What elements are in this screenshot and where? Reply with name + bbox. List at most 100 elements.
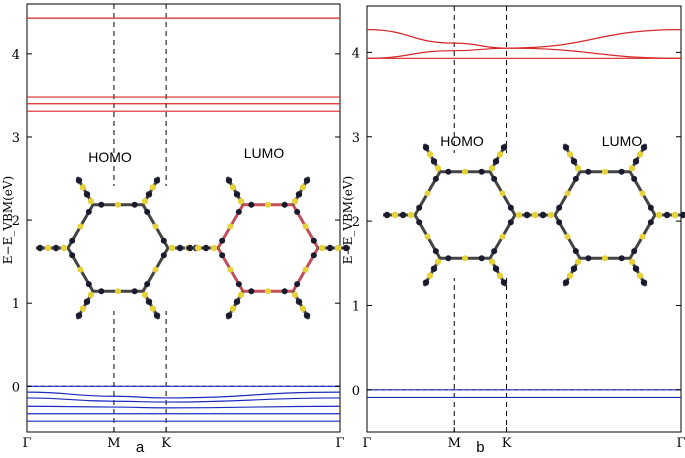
- orbital-lobe: [98, 288, 105, 295]
- orbital-lobe: [574, 165, 582, 172]
- orbital-lobe: [488, 165, 496, 172]
- orbital-lobe: [310, 237, 317, 244]
- orbital-lobe: [572, 175, 579, 182]
- orbital-lobe: [416, 204, 423, 211]
- orbital-lobe: [399, 211, 407, 219]
- y-tick-label: 0: [12, 380, 20, 395]
- orbital-lobe: [432, 248, 439, 255]
- orbital-lobe: [632, 265, 640, 272]
- orbital-lobe: [144, 281, 151, 288]
- orbital-lobe: [426, 272, 434, 279]
- orbital-lobe: [176, 244, 184, 252]
- orbital-lobe: [145, 191, 153, 198]
- lumo-orbital-picture: [186, 176, 350, 320]
- orbital-lobe: [422, 144, 430, 151]
- orbital-lobe: [430, 265, 438, 272]
- orbital-lobe: [631, 248, 638, 255]
- y-tick-label: 3: [12, 131, 20, 146]
- orbital-lobe: [462, 255, 468, 262]
- orbital-lobe: [235, 281, 242, 288]
- orbital-lobe: [434, 258, 442, 265]
- orbital-lobe: [75, 177, 83, 184]
- orbital-lobe: [115, 288, 121, 295]
- orbital-lobe: [235, 208, 242, 215]
- y-tick-label: 4: [12, 48, 20, 63]
- orbital-lobe: [416, 219, 423, 226]
- orbital-lobe: [566, 272, 574, 279]
- orbital-lobe: [628, 258, 636, 265]
- orbital-lobe: [342, 244, 350, 252]
- orbital-lobe: [434, 165, 442, 172]
- orbital-lobe: [499, 190, 506, 197]
- orbital-lobe: [281, 288, 288, 295]
- orbital-lobe: [515, 211, 523, 219]
- orbital-lobe: [523, 211, 531, 219]
- orbital-lobe: [79, 305, 87, 312]
- x-tick-label: Γ: [362, 436, 371, 451]
- orbital-lobe: [602, 255, 608, 262]
- orbital-lobe: [492, 158, 500, 165]
- orbital-lobe: [291, 198, 299, 205]
- orbital-lobe: [145, 298, 153, 305]
- orbital-lobe: [131, 288, 138, 295]
- orbital-lobe: [391, 211, 399, 219]
- orbital-lobe: [77, 223, 84, 230]
- orbital-lobe: [663, 211, 671, 219]
- orbital-lobe: [640, 279, 648, 286]
- orbital-lobe: [52, 244, 60, 252]
- x-tick-label: M: [107, 436, 120, 451]
- orbital-lobe: [60, 244, 68, 252]
- orbital-lobe: [500, 144, 508, 151]
- orbital-lobe: [507, 204, 514, 211]
- orbital-lobe: [83, 298, 91, 305]
- valence-band-line: [26, 397, 341, 403]
- x-tick-label: K: [161, 436, 171, 451]
- orbital-lobe: [225, 312, 233, 319]
- orbital-lobe: [229, 184, 237, 191]
- orbital-lobe: [631, 175, 638, 182]
- orbital-lobe: [556, 219, 563, 226]
- orbital-lobe: [640, 144, 648, 151]
- orbital-lobe: [87, 198, 95, 205]
- x-tick-label: Γ: [22, 436, 31, 451]
- orbital-lobe: [141, 198, 149, 205]
- orbital-lobe: [77, 266, 84, 273]
- orbital-lobe: [310, 252, 317, 259]
- orbital-lobe: [233, 191, 241, 198]
- orbital-lobe: [295, 298, 303, 305]
- orbital-lobe: [647, 204, 654, 211]
- orbital-lobe: [83, 191, 91, 198]
- orbital-lobe: [618, 168, 625, 175]
- valence-band-line: [26, 391, 341, 399]
- orbital-lobe: [227, 223, 234, 230]
- lumo-label: LUMO: [602, 133, 643, 149]
- orbital-lobe: [491, 175, 498, 182]
- orbital-lobe: [265, 201, 271, 208]
- orbital-lobe: [229, 305, 237, 312]
- orbital-lobe: [44, 244, 52, 252]
- orbital-lobe: [152, 223, 159, 230]
- y-tick-label: 2: [12, 214, 20, 229]
- orbital-lobe: [98, 201, 105, 208]
- orbital-lobe: [210, 244, 218, 252]
- orbital-lobe: [531, 211, 539, 219]
- orbital-lobe: [496, 151, 504, 158]
- orbital-lobe: [564, 233, 571, 240]
- orbital-lobe: [496, 272, 504, 279]
- orbital-lobe: [294, 281, 301, 288]
- orbital-lobe: [202, 244, 210, 252]
- orbital-lobe: [69, 237, 76, 244]
- orbital-lobe: [492, 265, 500, 272]
- orbital-lobe: [69, 252, 76, 259]
- orbital-lobe: [574, 258, 582, 265]
- orbital-lobe: [326, 244, 334, 252]
- y-tick-label: 4: [352, 46, 360, 61]
- homo-label: HOMO: [88, 149, 132, 165]
- orbital-lobe: [302, 266, 309, 273]
- orbital-lobe: [303, 177, 311, 184]
- panel-letter: a: [136, 439, 145, 456]
- valence-band-line: [26, 405, 341, 409]
- orbital-lobe: [570, 265, 578, 272]
- orbital-lobe: [334, 244, 342, 252]
